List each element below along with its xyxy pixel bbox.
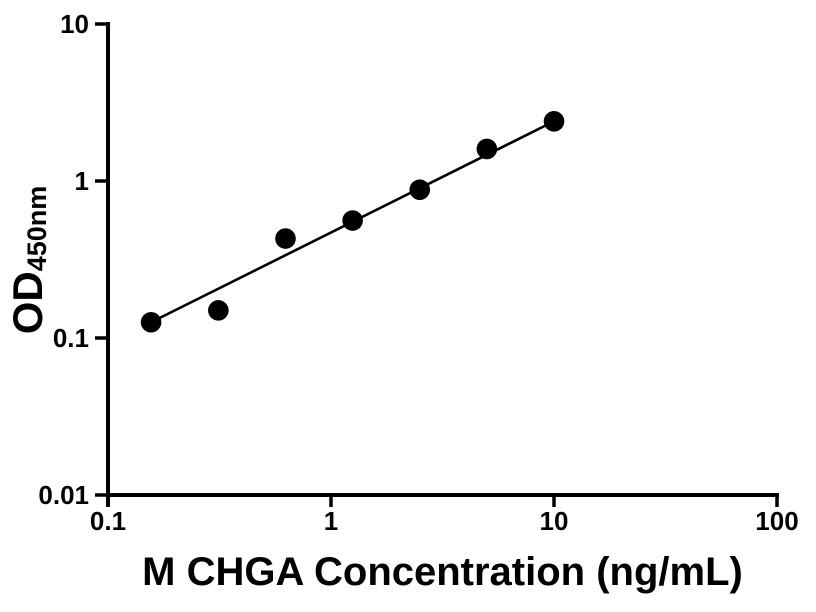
data-point [543, 111, 565, 132]
data-point [342, 210, 363, 231]
data-point [409, 179, 431, 201]
x-tick-label: 10 [540, 506, 569, 536]
y-axis-title-subscript: 450nm [22, 185, 52, 272]
data-point [476, 138, 498, 160]
y-axis-title: OD450nm [4, 185, 52, 335]
y-axis-title-main: OD [4, 271, 51, 335]
y-tick-label: 0.01 [38, 480, 89, 510]
data-point [140, 311, 162, 333]
x-tick-label: 1 [324, 506, 338, 536]
y-tick-label: 0.1 [53, 323, 89, 353]
y-tick-label: 1 [75, 166, 89, 196]
x-tick-label: 100 [755, 506, 798, 536]
x-tick-label: 0.1 [90, 506, 126, 536]
data-point [208, 300, 229, 321]
x-axis-title: M CHGA Concentration (ng/mL) [142, 550, 743, 594]
y-tick-label: 10 [60, 9, 89, 39]
data-point [275, 228, 296, 249]
